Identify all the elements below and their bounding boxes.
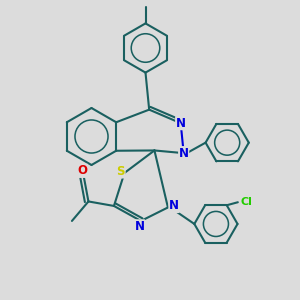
Text: N: N [134, 220, 144, 233]
Text: Cl: Cl [240, 197, 252, 207]
Text: S: S [117, 165, 125, 178]
Text: N: N [176, 117, 186, 130]
Text: N: N [179, 147, 189, 160]
Text: N: N [169, 200, 179, 212]
Text: O: O [77, 164, 87, 177]
